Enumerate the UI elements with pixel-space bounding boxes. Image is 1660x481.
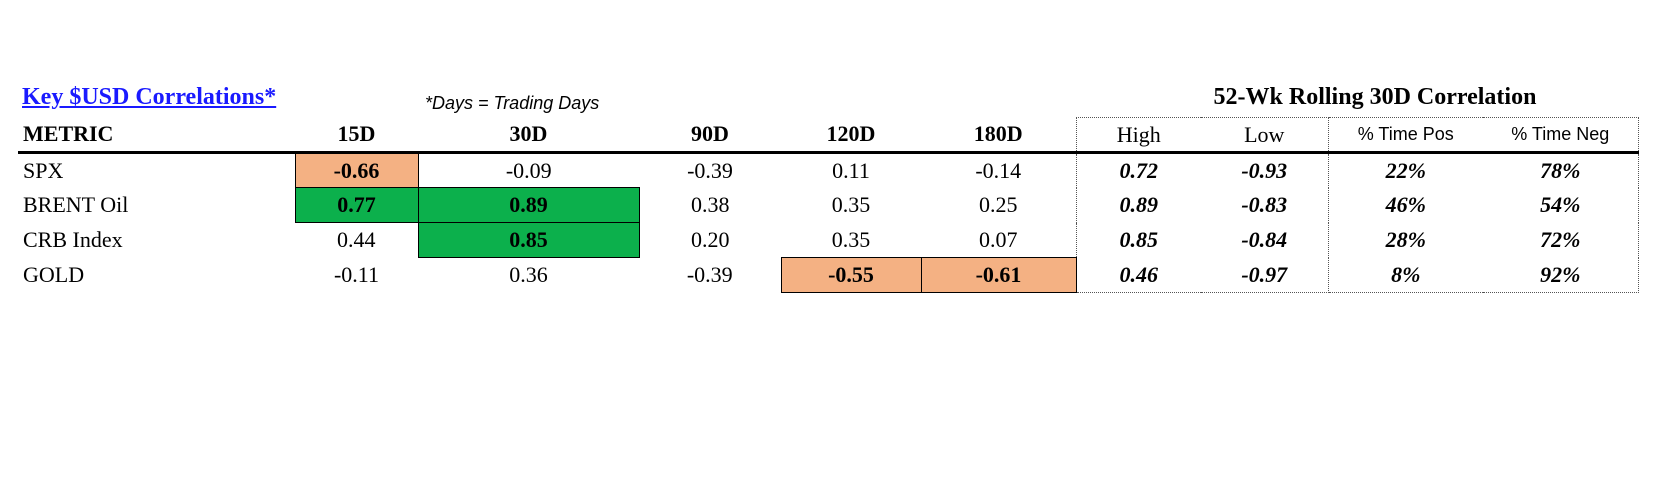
cell-high: 0.46	[1075, 257, 1201, 293]
col-header-time-pos: % Time Pos	[1328, 117, 1483, 154]
cell-low: -0.83	[1201, 187, 1329, 223]
cell-time-pos: 28%	[1385, 227, 1426, 252]
table-row-spx: SPX -0.66 -0.09 -0.39 0.11 -0.14 0.72 -0…	[18, 152, 1639, 188]
cell-time-neg: 78%	[1483, 152, 1639, 188]
cell-time-pos: 46%	[1385, 192, 1426, 217]
cell-120d: 0.11	[832, 157, 870, 183]
cell-120d: 0.35	[831, 226, 871, 252]
col-header-high: High	[1075, 117, 1201, 154]
cell-15d: -0.11	[333, 262, 379, 287]
cell-low: -0.97	[1201, 257, 1329, 293]
row-label: GOLD	[23, 262, 85, 287]
cell-high: 0.85	[1075, 222, 1201, 258]
cell-30d: 0.89	[417, 187, 640, 223]
cell-time-neg: 92%	[1483, 257, 1639, 293]
table-row-crb-index: CRB Index 0.44 0.85 0.20 0.35 0.07 0.85 …	[18, 222, 1639, 258]
cell-low: -0.84	[1201, 222, 1329, 258]
col-header-30d: 30D	[418, 117, 639, 154]
cell-120d: 0.35	[831, 192, 871, 217]
cell-120d: -0.55	[780, 257, 922, 293]
cell-180d: -0.61	[920, 257, 1077, 293]
cell-15d: 0.77	[294, 187, 419, 223]
cell-30d: 0.36	[509, 262, 548, 288]
col-header-120d: 120D	[781, 117, 921, 154]
row-label: CRB Index	[23, 227, 123, 252]
correlation-table: METRIC 15D 30D 90D 120D 180D High Low % …	[18, 117, 1639, 293]
cell-180d: -0.14	[975, 157, 1022, 183]
cell-90d: 0.20	[691, 227, 730, 252]
cell-90d: -0.39	[687, 157, 733, 183]
cell-90d: -0.39	[686, 262, 733, 287]
cell-low: -0.93	[1201, 152, 1329, 188]
table-row-brent-oil: BRENT Oil 0.77 0.89 0.38 0.35 0.25 0.89 …	[18, 187, 1639, 223]
row-label: SPX	[23, 157, 64, 183]
table-row-gold: GOLD -0.11 0.36 -0.39 -0.55 -0.61 0.46 -…	[18, 257, 1639, 293]
cell-time-neg: 54%	[1483, 187, 1639, 223]
col-header-time-neg: % Time Neg	[1483, 117, 1639, 154]
cell-90d: 0.38	[691, 192, 730, 217]
row-label: BRENT Oil	[23, 192, 129, 217]
rolling-correlation-title: 52-Wk Rolling 30D Correlation	[1213, 84, 1537, 110]
table-title-link[interactable]: Key $USD Correlations*	[22, 84, 277, 110]
col-header-90d: 90D	[639, 117, 781, 154]
col-header-15d: 15D	[295, 117, 418, 154]
cell-15d: -0.66	[294, 152, 419, 188]
trading-days-note: *Days = Trading Days	[425, 93, 600, 113]
cell-30d: 0.85	[417, 222, 640, 258]
cell-180d: 0.07	[979, 226, 1018, 252]
header-row: METRIC 15D 30D 90D 120D 180D High Low % …	[18, 117, 1639, 154]
cell-high: 0.89	[1075, 187, 1201, 223]
cell-30d: -0.09	[505, 157, 552, 183]
cell-time-pos: 8%	[1328, 257, 1483, 293]
col-header-180d: 180D	[921, 117, 1076, 154]
cell-180d: 0.25	[979, 192, 1018, 217]
cell-15d: 0.44	[337, 227, 376, 253]
cell-time-neg: 72%	[1483, 222, 1639, 258]
col-header-metric: METRIC	[18, 117, 295, 154]
cell-high: 0.72	[1075, 152, 1201, 188]
col-header-low: Low	[1201, 117, 1329, 154]
cell-time-pos: 22%	[1385, 157, 1426, 183]
